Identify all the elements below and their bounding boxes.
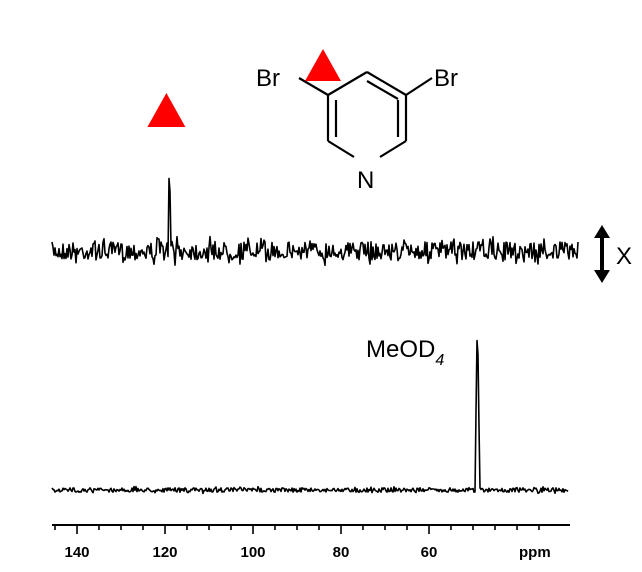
bromine-label-right: Br	[434, 65, 458, 92]
solvent-peak-label: MeOD4	[366, 336, 444, 369]
scale-bar-arrow-down	[594, 270, 610, 283]
bond-c3-br	[298, 77, 329, 96]
bromine-label-left: Br	[256, 65, 280, 92]
bond-c5-c4	[366, 71, 407, 96]
solvent-label-text: MeOD	[366, 336, 435, 363]
bond-c4-c5-double	[366, 80, 399, 100]
x-axis-tick-label: 140	[64, 544, 89, 561]
scale-bar	[594, 225, 610, 283]
x-axis-tick-label: 100	[240, 544, 265, 561]
x-axis-tick-label: 60	[421, 544, 438, 561]
x-axis-tick-label: 80	[333, 544, 350, 561]
x-axis-ticks: 140 120 100 80 60	[54, 525, 540, 561]
bond-n-c6	[379, 140, 407, 158]
x-axis-tick-label: 120	[152, 544, 177, 561]
peak-marker-triangle	[147, 93, 186, 127]
spectrum-top-line	[51, 177, 579, 267]
nitrogen-label: N	[357, 167, 374, 194]
spectrum-bottom-line	[51, 339, 569, 495]
scale-bar-arrow-up	[594, 225, 610, 238]
molecule-marker-triangle	[305, 49, 341, 81]
solvent-label-subscript: 4	[435, 352, 444, 369]
bond-c2-n	[327, 140, 355, 158]
bond-c5-br	[405, 77, 433, 96]
scale-bar-label: X	[616, 243, 632, 270]
bond-c4-c3	[327, 71, 368, 96]
molecule-structure	[298, 71, 433, 158]
x-axis-label: ppm	[519, 544, 551, 561]
